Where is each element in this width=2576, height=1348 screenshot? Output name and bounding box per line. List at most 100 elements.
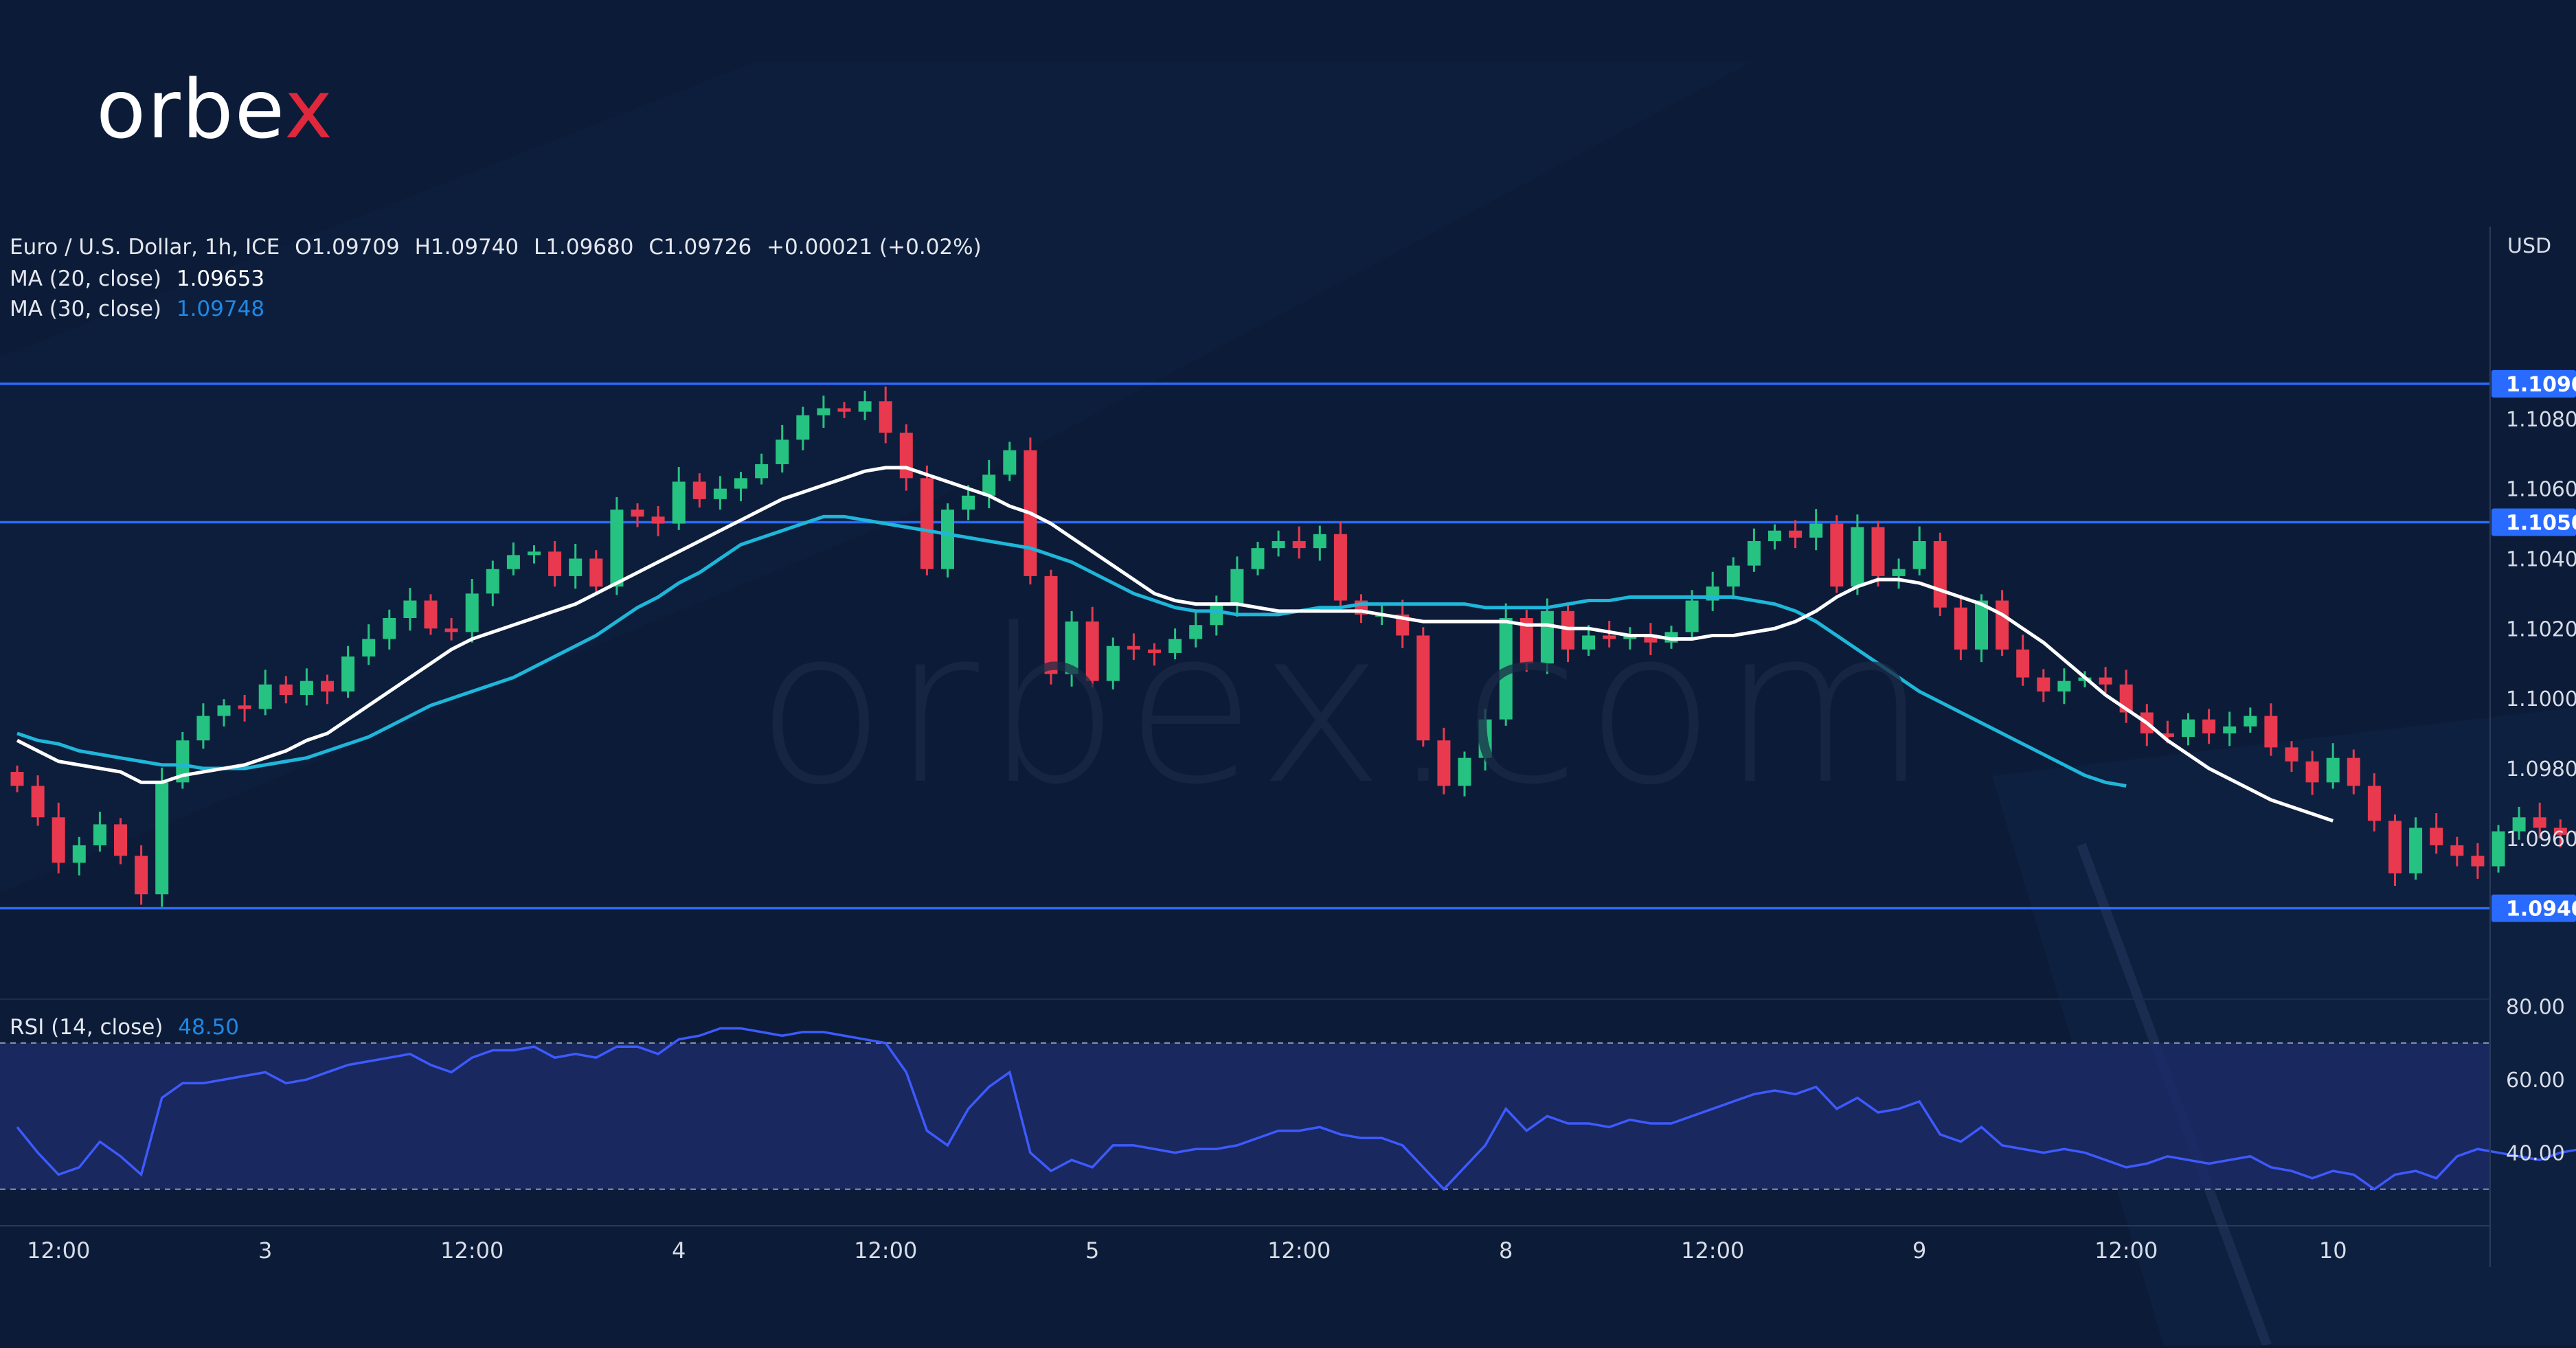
candle-body [341, 656, 355, 692]
level-tag-label: 1.10504 [2506, 511, 2576, 535]
candle-body [941, 510, 954, 569]
time-tick-label: 5 [1085, 1237, 1099, 1264]
candle-body [2016, 649, 2030, 678]
rsi-value: 48.50 [178, 1015, 240, 1040]
candle-body [506, 555, 520, 569]
candle-body [2450, 845, 2464, 856]
rsi-line [16, 1027, 2576, 1191]
candle-body [1044, 575, 1058, 674]
price-tick-label: 1.10400 [2506, 547, 2576, 571]
candle-body [2037, 677, 2050, 692]
candle-body [610, 510, 624, 587]
candle-body [2388, 821, 2402, 873]
candle-body [465, 593, 479, 632]
time-tick-label: 10 [2319, 1237, 2347, 1264]
candle-body [1499, 618, 1513, 720]
time-tick-label: 12:00 [2094, 1237, 2158, 1264]
candle-body [796, 415, 810, 440]
candle-body [1582, 635, 1596, 650]
candle-body [1892, 569, 1906, 576]
time-tick-label: 12:00 [854, 1237, 917, 1264]
candle-body [1912, 540, 1926, 569]
candle-body [920, 478, 934, 569]
price-tick-label: 1.10000 [2506, 687, 2576, 711]
candle-body [2492, 831, 2505, 867]
candle-body [651, 516, 665, 524]
candle-body [300, 681, 313, 696]
rsi-tick-label: 80.00 [2506, 996, 2565, 1020]
candle-body [528, 551, 541, 556]
candle-body [1809, 523, 1823, 538]
brand-logo: orbex [96, 62, 334, 157]
candle-body [1106, 646, 1120, 681]
high-value: H1.09740 [414, 235, 519, 260]
candle-body [424, 600, 438, 629]
ma30-label: MA (30, close) [10, 297, 161, 321]
candle-body [548, 551, 562, 576]
time-tick-label: 12:00 [440, 1237, 504, 1264]
open-value: O1.09709 [295, 235, 400, 260]
brand-x: x [284, 62, 334, 157]
change-value: +0.00021 (+0.02%) [767, 235, 982, 260]
candle-body [279, 684, 293, 696]
candle-body [2326, 757, 2340, 783]
candle-body [1437, 740, 1451, 786]
candle-body [1685, 600, 1699, 632]
candle-body [196, 716, 210, 741]
candle-body [879, 401, 892, 433]
candle-body [1789, 530, 1803, 538]
candle-body [10, 772, 24, 786]
candle-body [2285, 747, 2298, 762]
candle-body [52, 817, 65, 863]
time-tick-label: 12:00 [1267, 1237, 1331, 1264]
candle-body [2430, 827, 2443, 845]
candle-body [31, 786, 45, 818]
symbol-legend: Euro / U.S. Dollar, 1h, ICE O1.09709 H1.… [10, 235, 982, 260]
price-tick-label: 1.10800 [2506, 408, 2576, 432]
ma30-line [16, 514, 2127, 788]
candle-body [734, 478, 747, 489]
price-tick-label: 1.09600 [2506, 827, 2576, 852]
candle-body [1065, 621, 1078, 674]
candle-body [692, 481, 706, 499]
candle-body [589, 558, 603, 587]
candle-body [837, 408, 851, 412]
candle-body [1168, 639, 1182, 653]
candle-body [2305, 761, 2319, 783]
candle-body [2574, 831, 2576, 835]
candle-body [238, 705, 251, 709]
time-tick-label: 12:00 [27, 1237, 90, 1264]
candle-body [1416, 635, 1430, 741]
ma20-legend: MA (20, close) 1.09653 [10, 266, 264, 291]
candle-body [1272, 540, 1285, 549]
candle-body [321, 681, 334, 692]
candle-body [858, 401, 872, 412]
candle-body [383, 618, 396, 639]
candle-body [1623, 635, 1637, 639]
candle-body [713, 488, 727, 499]
rsi-label: RSI (14, close) [10, 1015, 163, 1040]
candle-body [1561, 610, 1574, 650]
candle-body [2099, 677, 2112, 685]
level-tag [2492, 369, 2576, 398]
candle-body [1478, 719, 1492, 758]
candle-body [2182, 719, 2195, 738]
candle-body [1747, 540, 1761, 566]
candle-body [1519, 618, 1533, 664]
candle-body [403, 600, 417, 618]
candle-body [776, 439, 789, 464]
rsi-tick-label: 60.00 [2506, 1069, 2565, 1093]
candle-body [135, 856, 148, 895]
candle-body [1313, 534, 1326, 549]
candle-body [72, 845, 86, 863]
level-tag-label: 1.09400 [2506, 898, 2576, 922]
candle-body [1768, 530, 1781, 541]
brand-name: orbe [96, 62, 285, 157]
candle-body [1933, 540, 1947, 608]
candle-body [1127, 646, 1140, 650]
candle-body [672, 481, 686, 524]
candle-body [1851, 527, 1864, 587]
candle-body [962, 495, 975, 510]
